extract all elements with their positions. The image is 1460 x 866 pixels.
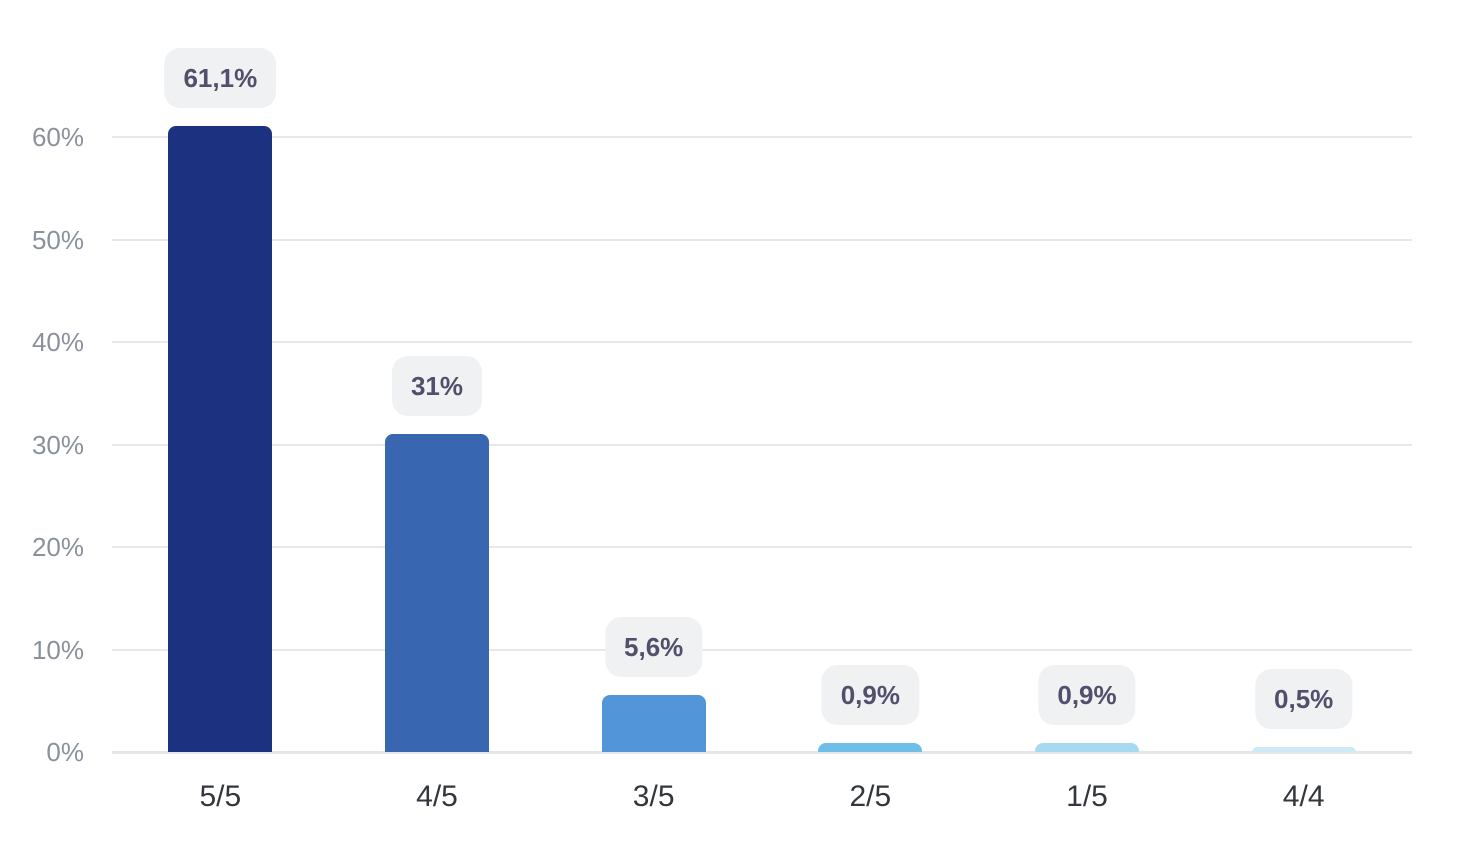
x-axis-category-label: 5/5 [199,780,242,813]
gridline-20 [112,546,1412,548]
value-label-badge: 0,5% [1255,668,1353,729]
y-axis-tick-label: 0% [46,737,84,767]
x-axis-category-label: 4/4 [1282,780,1325,813]
bar-4/4 [1251,746,1356,752]
x-axis-category-label: 3/5 [632,780,675,813]
y-axis-tick-label: 60% [31,122,84,152]
y-axis-tick-label: 40% [31,327,84,357]
bar-3/5 [601,694,706,752]
gridline-10 [112,648,1412,651]
value-label-badge: 0,9% [821,664,919,725]
bar-4/5 [385,434,489,752]
x-axis-category-label: 2/5 [849,780,892,813]
gridline-0 [112,751,1412,754]
value-label-badge: 31% [391,356,483,417]
y-axis-tick-label: 10% [31,634,84,665]
bar-1/5 [1035,742,1139,752]
gridline-40 [112,341,1412,343]
y-axis-tick-label: 50% [31,224,84,255]
value-label-badge: 0,9% [1038,664,1136,725]
x-axis-category-label: 4/5 [416,780,458,813]
gridline-50 [112,238,1412,241]
value-label-badge: 61,1% [164,47,277,108]
x-axis-category-label: 1/5 [1066,780,1108,813]
gridline-60 [112,136,1412,138]
bar-5/5 [168,125,273,752]
y-axis-tick-label: 20% [31,532,84,562]
value-label-badge: 5,6% [605,616,703,677]
bar-2/5 [818,742,923,752]
gridline-30 [112,443,1412,446]
y-axis-tick-label: 30% [31,429,84,460]
